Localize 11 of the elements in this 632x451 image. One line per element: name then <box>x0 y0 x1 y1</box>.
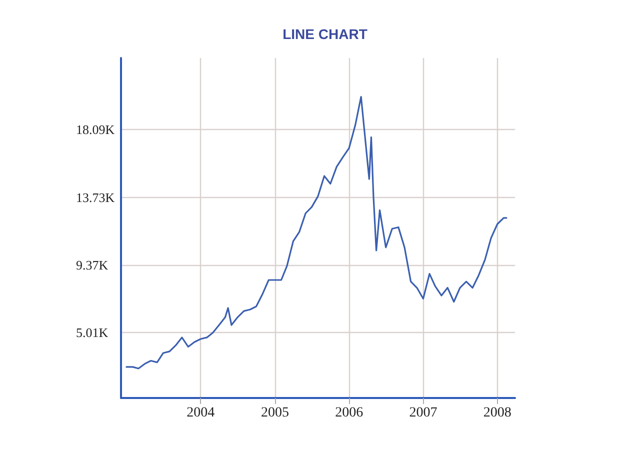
chart-title: LINE CHART <box>282 26 368 42</box>
y-tick-label: 18.09K <box>76 122 116 138</box>
y-tick-label: 13.73K <box>76 190 116 205</box>
x-tick-label: 2005 <box>260 406 289 420</box>
y-tick-label: 5.01K <box>76 325 109 340</box>
x-tick-label: 2006 <box>335 406 364 420</box>
x-tick-label: 2008 <box>483 406 512 420</box>
line-series <box>126 96 508 370</box>
x-tick-label: 2007 <box>409 406 438 420</box>
y-tick-label: 9.37K <box>76 257 109 272</box>
x-tick-label: 2004 <box>186 406 215 420</box>
